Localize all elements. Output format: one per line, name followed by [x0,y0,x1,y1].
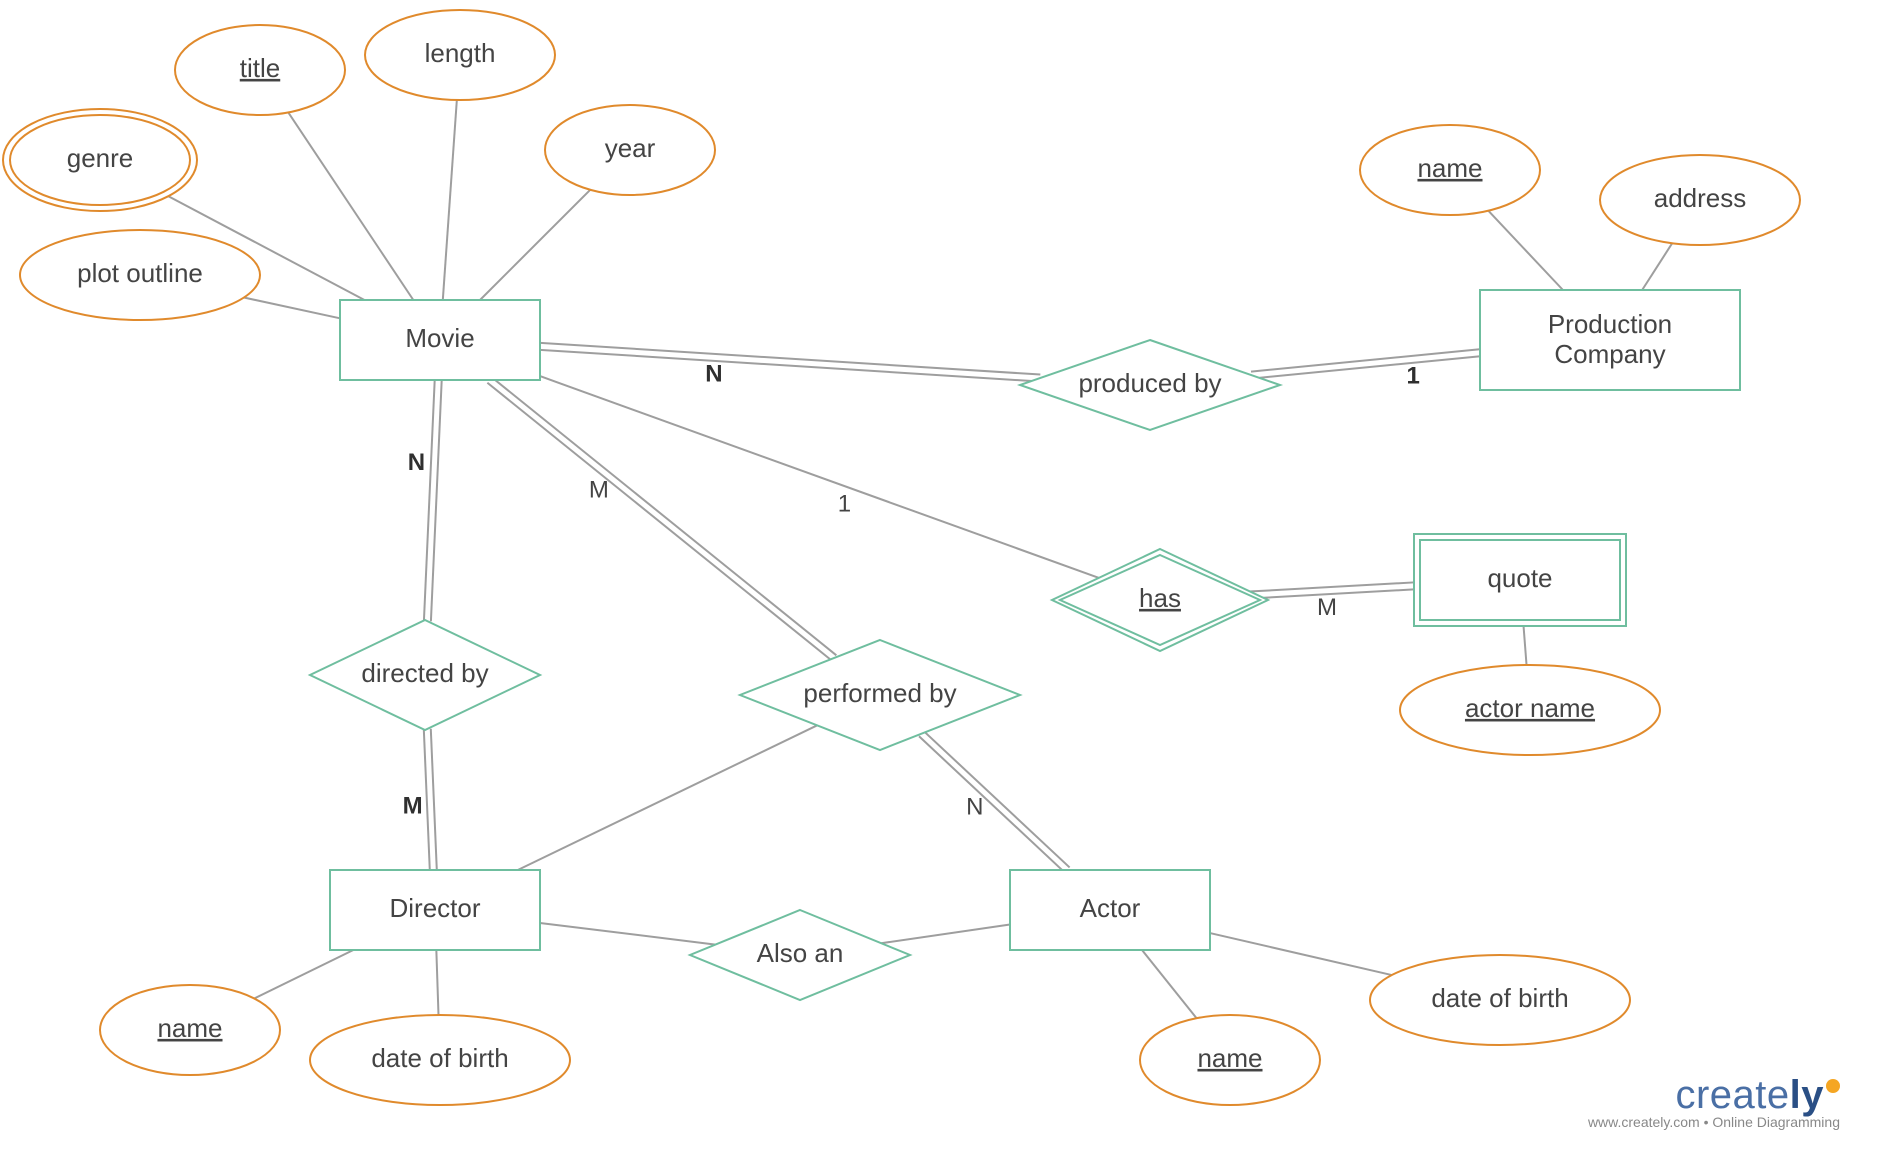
svg-text:1: 1 [838,491,851,518]
svg-text:date of birth: date of birth [371,1043,508,1073]
svg-text:address: address [1654,183,1747,213]
svg-text:N: N [705,361,722,388]
brand-right: ly [1790,1073,1824,1117]
creately-watermark: creately www.creately.com • Online Diagr… [1588,1073,1840,1130]
svg-text:year: year [605,133,656,163]
svg-text:title: title [240,53,280,83]
brand-left: create [1675,1073,1789,1117]
er-diagram-canvas: N 1 N M M N 1 M Movie ProductionCompany Director Ac… [0,0,1880,1150]
svg-text:name: name [1417,153,1482,183]
svg-text:performed by: performed by [803,678,956,708]
svg-text:Company: Company [1554,339,1665,369]
svg-text:actor name: actor name [1465,693,1595,723]
svg-text:length: length [425,38,496,68]
bulb-icon [1826,1079,1840,1093]
svg-text:quote: quote [1487,563,1552,593]
svg-text:Also an: Also an [757,938,844,968]
svg-text:has: has [1139,583,1181,613]
svg-text:produced by: produced by [1078,368,1221,398]
svg-text:Movie: Movie [405,323,474,353]
svg-text:M: M [589,477,609,504]
svg-text:date of birth: date of birth [1431,983,1568,1013]
svg-text:name: name [157,1013,222,1043]
svg-text:M: M [1317,594,1337,621]
svg-text:Actor: Actor [1080,893,1141,923]
svg-text:N: N [966,794,983,821]
svg-text:name: name [1197,1043,1262,1073]
svg-text:Director: Director [389,893,480,923]
watermark-subtitle: www.creately.com • Online Diagramming [1588,1114,1840,1130]
svg-text:directed by: directed by [361,658,488,688]
svg-text:M: M [403,793,423,820]
svg-text:N: N [408,449,425,476]
svg-text:1: 1 [1406,363,1419,390]
svg-text:plot outline: plot outline [77,258,203,288]
svg-text:genre: genre [67,143,134,173]
svg-text:Production: Production [1548,309,1672,339]
